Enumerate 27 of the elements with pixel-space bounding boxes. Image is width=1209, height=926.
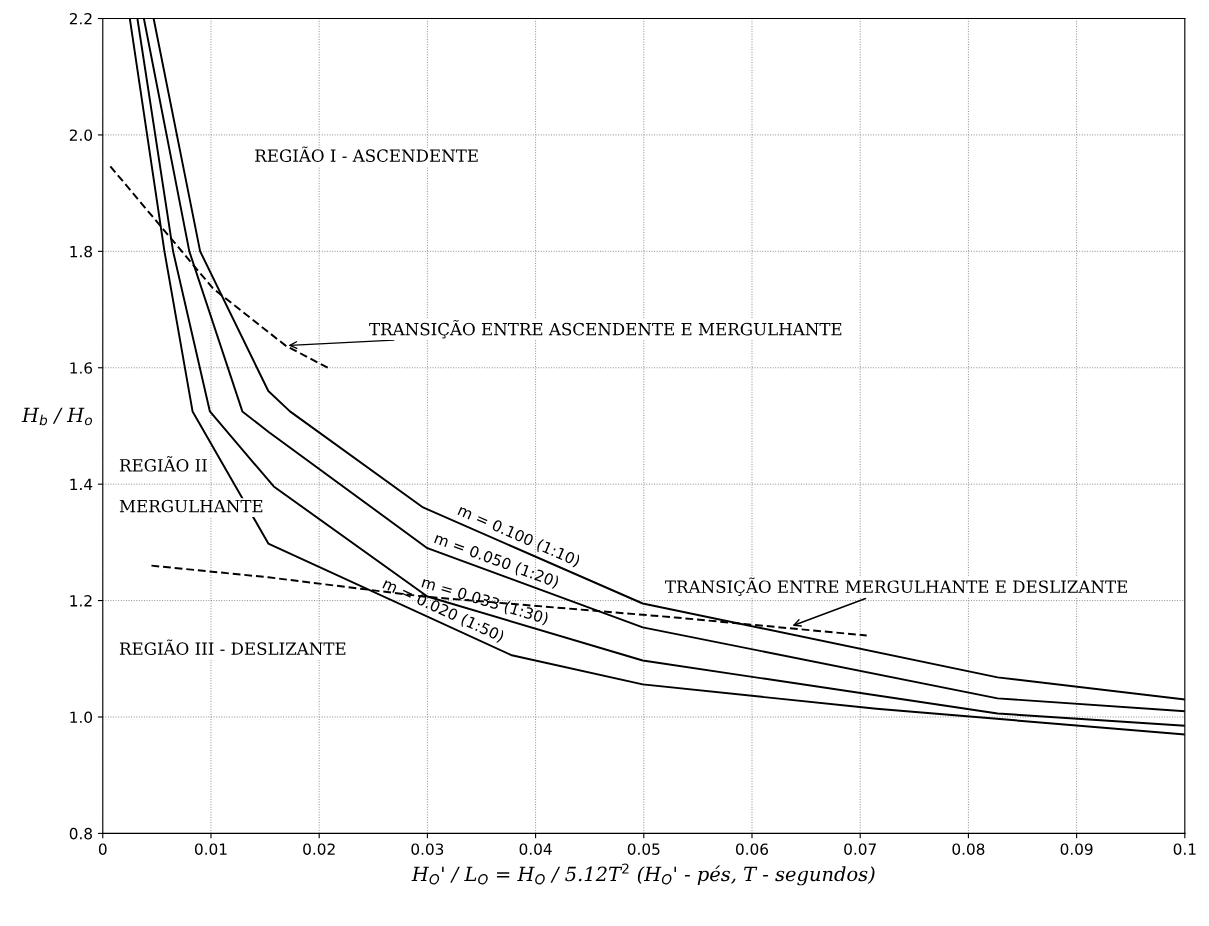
annotation: REGIÃO II — [119, 456, 207, 472]
x-tick-label: 0.02 — [303, 843, 335, 855]
x-tick-label: 0.04 — [519, 843, 552, 855]
annotation: REGIÃO III - DESLIZANTE — [119, 639, 346, 655]
y-tick-label: 1.8 — [70, 245, 92, 258]
x-tick-label: 0.01 — [194, 843, 227, 855]
x-tick-label: 0.07 — [844, 843, 876, 855]
y-tick-label: 1.4 — [70, 478, 93, 490]
text: H$_{O}$' / L$_{O}$ = H$_{O}$ / 5.12T$^{2}$ (H$_{O}$' - pés, T - segundos) — [411, 863, 875, 886]
x-tick-label: 0 — [98, 843, 107, 855]
x-tick-label: 0.09 — [1060, 843, 1093, 855]
x-tick-label: 0.06 — [736, 843, 769, 855]
annotation: TRANSIÇÃO ENTRE ASCENDENTE E MERGULHANTE — [369, 319, 842, 339]
annotation: MERGULHANTE — [119, 499, 263, 513]
x-tick-label: 0.08 — [952, 843, 985, 855]
y-tick-label: 1.0 — [70, 711, 93, 724]
y-tick-label: 2.2 — [69, 12, 92, 25]
y-tick-label: 1.6 — [70, 362, 93, 374]
annotation: REGIÃO I - ASCENDENTE — [255, 146, 478, 162]
y-axis-title: H$_{b}$ / H$_{o}$ — [21, 407, 93, 426]
x-tick-label: 0.1 — [1173, 843, 1196, 855]
x-tick-label: 0.03 — [411, 843, 444, 855]
annotation: TRANSIÇÃO ENTRE MERGULHANTE E DESLIZANTE — [665, 577, 1127, 596]
y-tick-label: 0.8 — [69, 827, 92, 840]
x-tick-label: 0.05 — [627, 843, 660, 855]
y-tick-label: 2.0 — [69, 129, 93, 141]
y-tick-label: 1.2 — [70, 595, 92, 607]
